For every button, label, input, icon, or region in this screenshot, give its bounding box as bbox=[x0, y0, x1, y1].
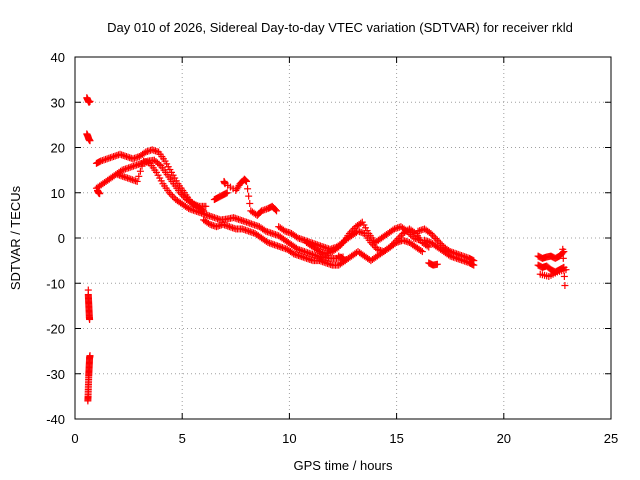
axis-tick-labels: 0 5 10 15 20 25 -40 -30 -20 -10 0 10 20 30 40 bbox=[46, 50, 618, 446]
data-point bbox=[86, 97, 94, 105]
data-point bbox=[155, 160, 163, 168]
y-tick-label: -20 bbox=[46, 322, 65, 337]
data-point bbox=[273, 207, 281, 215]
data-point bbox=[417, 246, 425, 254]
data-point bbox=[86, 352, 94, 360]
x-tick-label: 5 bbox=[179, 431, 186, 446]
y-tick-label: 20 bbox=[51, 141, 65, 156]
data-point bbox=[391, 240, 399, 248]
data-point bbox=[335, 243, 343, 251]
data-point bbox=[314, 246, 322, 254]
data-point bbox=[183, 203, 191, 211]
data-point bbox=[367, 239, 375, 247]
data-point bbox=[429, 231, 437, 239]
data-point bbox=[86, 137, 94, 145]
data-point bbox=[140, 149, 148, 157]
data-point bbox=[176, 189, 184, 197]
x-axis-label: GPS time / hours bbox=[294, 458, 393, 473]
y-tick-label: -40 bbox=[46, 412, 65, 427]
data-point bbox=[292, 233, 300, 241]
data-point bbox=[559, 254, 567, 262]
data-point bbox=[135, 172, 143, 180]
y-tick-label: 40 bbox=[51, 50, 65, 65]
data-point bbox=[432, 235, 440, 243]
data-point bbox=[560, 272, 568, 280]
data-point bbox=[223, 189, 231, 197]
data-point bbox=[165, 189, 173, 197]
data-point bbox=[167, 190, 175, 198]
data-point bbox=[559, 245, 567, 253]
data-point bbox=[370, 242, 378, 250]
x-tick-label: 10 bbox=[282, 431, 296, 446]
data-point bbox=[338, 240, 346, 248]
data-point bbox=[470, 261, 478, 269]
data-point bbox=[433, 236, 441, 244]
data-point bbox=[271, 206, 279, 214]
data-point bbox=[560, 263, 568, 271]
chart-title: Day 010 of 2026, Sidereal Day-to-day VTE… bbox=[107, 20, 573, 35]
data-point bbox=[138, 162, 146, 170]
data-point bbox=[86, 315, 94, 323]
data-point bbox=[136, 167, 144, 175]
data-point bbox=[418, 248, 426, 256]
data-point bbox=[357, 219, 365, 227]
x-tick-label: 25 bbox=[604, 431, 618, 446]
data-point bbox=[389, 226, 397, 234]
y-tick-label: 30 bbox=[51, 95, 65, 110]
data-point bbox=[288, 249, 296, 257]
data-point bbox=[410, 228, 418, 236]
data-point bbox=[245, 192, 253, 200]
data-point bbox=[262, 237, 270, 245]
data-point bbox=[292, 244, 300, 252]
x-tick-label: 20 bbox=[497, 431, 511, 446]
data-point bbox=[178, 190, 186, 198]
data-point bbox=[368, 240, 376, 248]
data-point bbox=[246, 199, 254, 207]
plot-frame bbox=[74, 56, 612, 420]
data-point bbox=[244, 185, 252, 193]
data-point bbox=[169, 192, 177, 200]
data-point bbox=[336, 241, 344, 249]
y-tick-label: 0 bbox=[58, 231, 65, 246]
data-point bbox=[445, 251, 453, 259]
y-axis-label: SDTVAR / TECUs bbox=[8, 185, 23, 290]
data-point bbox=[179, 192, 187, 200]
data-point bbox=[280, 226, 288, 234]
data-point bbox=[96, 190, 104, 198]
data-point bbox=[187, 199, 195, 207]
data-point bbox=[204, 219, 212, 227]
data-point bbox=[260, 226, 268, 234]
data-point bbox=[561, 282, 569, 290]
data-point bbox=[133, 177, 141, 185]
y-tick-label: 10 bbox=[51, 186, 65, 201]
data-point bbox=[433, 260, 441, 268]
data-point bbox=[427, 229, 435, 237]
y-tick-label: -10 bbox=[46, 276, 65, 291]
data-point bbox=[202, 202, 210, 210]
data-point bbox=[430, 233, 438, 241]
x-tick-label: 0 bbox=[71, 431, 78, 446]
data-points bbox=[83, 94, 570, 405]
data-point bbox=[243, 177, 251, 185]
y-tick-label: -30 bbox=[46, 367, 65, 382]
x-tick-label: 15 bbox=[389, 431, 403, 446]
data-point bbox=[435, 238, 443, 246]
